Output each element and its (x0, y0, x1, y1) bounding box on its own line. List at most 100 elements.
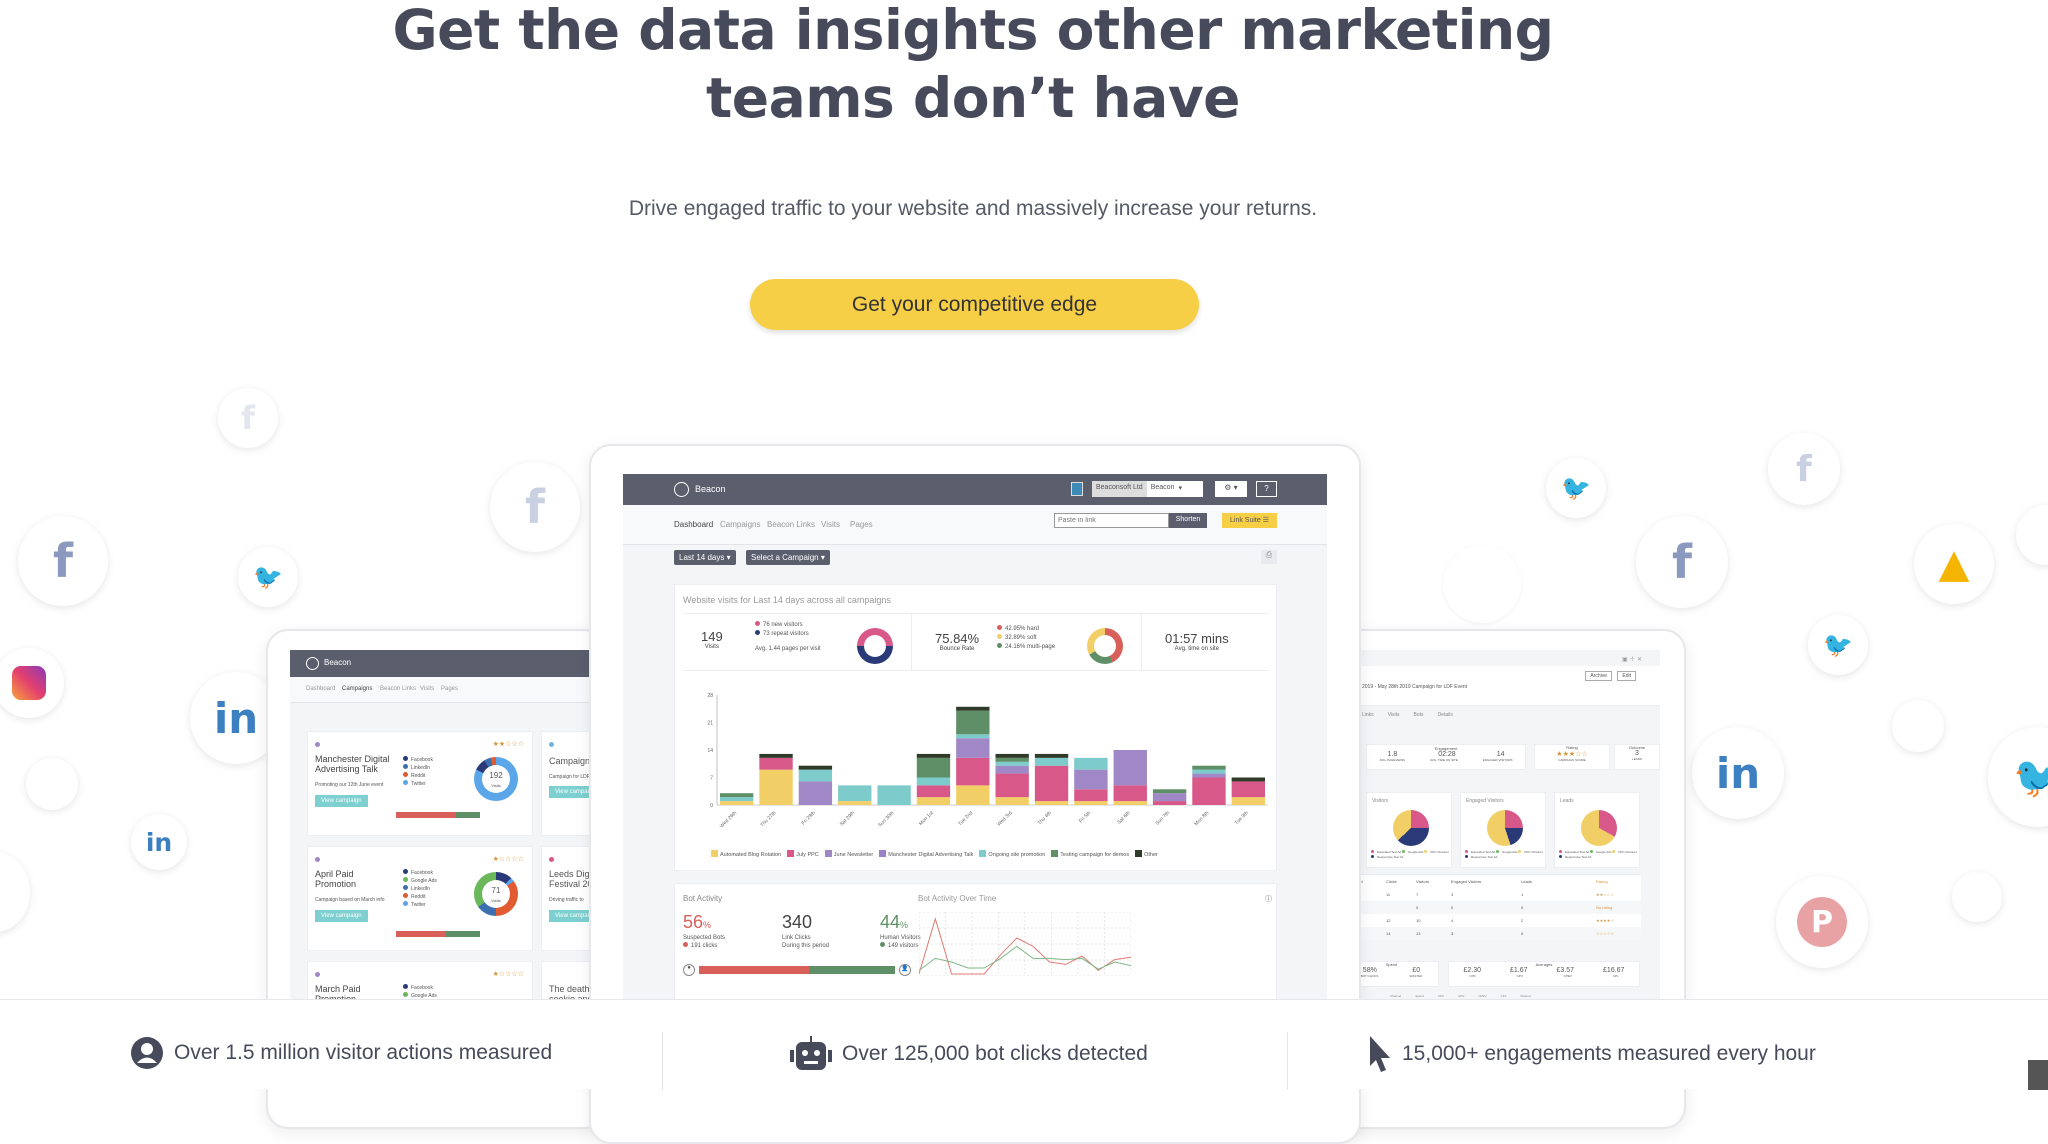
pie-legend: Expanded Text Ad Google Ads PPC Channel … (1559, 850, 1639, 860)
bar-segment (1192, 765, 1226, 770)
link-suite-button[interactable]: Link Suite ☰ (1222, 513, 1277, 528)
x-tick-label: Sat 6th (1116, 810, 1132, 826)
y-tick-label: 0 (710, 803, 713, 809)
campaign-title: March Paid Promotion (315, 984, 361, 999)
nav-beacon-links[interactable]: Beacon Links (767, 520, 816, 529)
edit-button[interactable]: Edit (1617, 671, 1636, 681)
footer-table-header: Channel Spend CPC CPV CPEV CPL Wasted (1390, 994, 1531, 998)
bar-segment (1074, 757, 1108, 770)
pie-title: Leads (1560, 798, 1574, 804)
robot-icon (790, 1036, 832, 1070)
view-campaign-button[interactable]: View campaign (315, 910, 368, 922)
visits-count: 71 (491, 886, 501, 895)
nav-campaigns[interactable]: Campaigns (720, 520, 761, 529)
tab-details[interactable]: Details (1437, 712, 1453, 718)
bar-segment (956, 785, 990, 805)
table-row: £32141330☆☆☆☆☆ (1341, 927, 1641, 940)
bar-segment (1074, 801, 1108, 805)
settings-dropdown[interactable]: ⚙ ▾ (1215, 481, 1247, 497)
bar-segment (1192, 769, 1226, 774)
window-controls[interactable]: ▣ ＋ ✕ (1621, 657, 1642, 663)
nav-dashboard[interactable]: Dashboard (674, 520, 714, 529)
tab-links[interactable]: Links (1362, 712, 1374, 718)
campaign-select[interactable]: Select a Campaign ▾ (746, 550, 830, 565)
x-tick-label: Tue 2nd (957, 810, 974, 827)
campaign-card: ★☆☆☆☆ April Paid Promotion Campaign base… (307, 846, 533, 951)
cta-button[interactable]: Get your competitive edge (750, 279, 1199, 330)
campaign-desc: Campaign based on March info (315, 897, 385, 903)
view-campaign-button[interactable]: View campaign (315, 795, 368, 807)
x-tick-label: Sun 7th (1155, 810, 1172, 827)
info-icon[interactable]: ⓘ (1265, 896, 1272, 903)
campaign-desc: Campaign for LDF (549, 774, 590, 780)
help-icon[interactable]: ? (1256, 481, 1277, 497)
rating-box: Rating ★★★☆☆ CAMPAIGN SCORE (1534, 744, 1610, 770)
print-icon[interactable]: ⎙ (1261, 550, 1277, 564)
date-range-select[interactable]: Last 14 days ▾ (674, 550, 736, 565)
visitor-legend: 76 new visitors 73 repeat visitors Avg. 1.… (755, 621, 821, 652)
bar-segment (1113, 750, 1147, 786)
tab-visits[interactable]: Visits (1387, 712, 1400, 718)
x-tick-label: Sun 30th (877, 810, 896, 829)
twitter-icon: 🐦 (238, 547, 298, 607)
bar-segment (995, 761, 1029, 766)
link-input[interactable] (1054, 513, 1169, 528)
pie-chart (1393, 810, 1429, 846)
nav-visits[interactable]: Visits (420, 686, 435, 692)
nav-beacon-links[interactable]: Beacon Links (380, 686, 417, 692)
scroll-widget[interactable] (2028, 1060, 2048, 1090)
archive-button[interactable]: Archive (1585, 671, 1612, 681)
bar-segment (916, 753, 951, 758)
nav-dashboard[interactable]: Dashboard (306, 686, 336, 692)
link-clicks-value: 340 (782, 912, 813, 932)
app-name: Beacon (324, 658, 352, 667)
campaign-desc: Promoting our 12th June event (315, 782, 384, 788)
campaign-title: April Paid Promotion (315, 869, 357, 889)
view-campaign-button[interactable]: View campaign (549, 786, 590, 798)
bar-segment (956, 738, 990, 758)
engagement-box: Engagement 1.8 02:28 14 AVG. PAGEVIEWS AVG.… (1366, 744, 1526, 770)
rating-stars: ★☆☆☆☆ (492, 856, 524, 863)
empty-bubble (1443, 545, 1521, 623)
account-select[interactable]: Beaconsoft Ltd Beacon ▾ (1092, 481, 1203, 497)
y-tick-label: 21 (707, 721, 713, 727)
x-tick-label: Wed 26th (719, 810, 738, 829)
channel-legend: Facebook LinkedIn Reddit Twitter (403, 756, 433, 788)
nav-pages[interactable]: Pages (441, 686, 459, 692)
bar-segment (916, 777, 951, 786)
legend-item: Testing campaign for demos (1045, 850, 1129, 858)
twitter-icon: 🐦 (1988, 727, 2048, 827)
pie-chart (1487, 810, 1523, 846)
bar-segment (916, 757, 951, 778)
bar-segment (995, 797, 1029, 805)
legend-item: Ongoing site promotion (973, 850, 1045, 858)
facebook-icon: f (18, 516, 108, 606)
bar-segment (838, 801, 872, 805)
notification-icon[interactable] (1071, 482, 1083, 496)
bar-segment (1192, 773, 1226, 778)
campaign-card: Leeds Digit Festival 20 Driving traffic … (541, 846, 590, 951)
view-campaign-button[interactable]: View campaign (549, 910, 590, 922)
x-tick-label: Fri 28th (801, 810, 817, 826)
bar-segment (956, 757, 990, 786)
stat-visitor-actions: Over 1.5 million visitor actions measure… (130, 1036, 552, 1070)
nav-visits[interactable]: Visits (821, 520, 840, 529)
user-icon (131, 1037, 163, 1069)
nav-campaigns[interactable]: Campaigns (342, 686, 373, 692)
bar-segment (1192, 777, 1226, 805)
bar-segment (759, 769, 793, 805)
campaign-title: Manchester Digital Advertising Talk (315, 754, 390, 774)
bar-segment (1034, 801, 1069, 805)
bounce-donut (1087, 628, 1123, 664)
bar-segment (1231, 781, 1265, 798)
nav-pages[interactable]: Pages (850, 520, 873, 529)
shorten-button[interactable]: Shorten (1169, 513, 1207, 528)
campaign-card: ★★☆☆☆ Manchester Digital Advertising Tal… (307, 731, 533, 836)
pie-card: Leads Expanded Text Ad Google Ads PPC Cha… (1554, 792, 1640, 868)
bar-segment (720, 797, 754, 802)
robot-icon: ● (683, 964, 695, 976)
averages-box: Averages £2.30 £1.67 £3.57 £16.67 CPC CPV CPEV C… (1448, 961, 1640, 987)
cursor-icon (1370, 1036, 1390, 1072)
tab-bots[interactable]: Bots (1413, 712, 1424, 718)
bar-segment (1034, 765, 1069, 802)
